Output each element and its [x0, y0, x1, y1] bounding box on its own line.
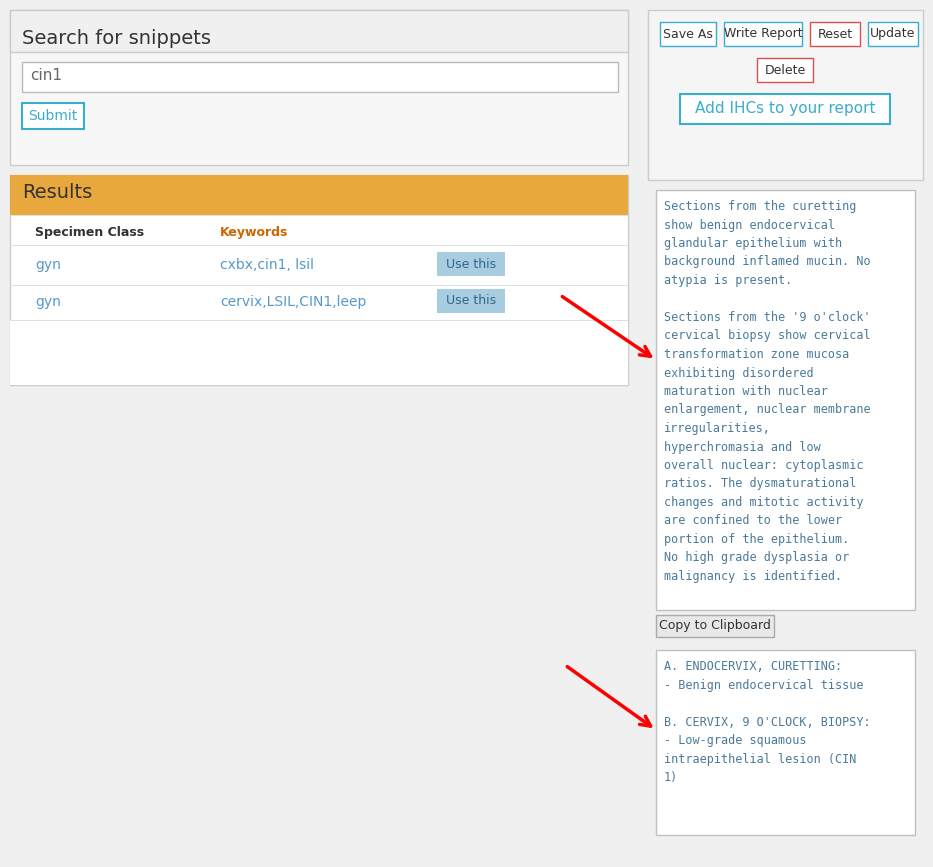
Text: hyperchromasia and low: hyperchromasia and low [664, 440, 821, 453]
Bar [437, 289, 505, 313]
Text: Save As: Save As [663, 28, 713, 41]
Bar [648, 10, 923, 180]
Text: Delete: Delete [764, 63, 805, 76]
Text: gyn: gyn [35, 258, 61, 272]
Text: cervix,LSIL,CIN1,leep: cervix,LSIL,CIN1,leep [220, 295, 367, 309]
Text: Write Report: Write Report [724, 28, 802, 41]
Text: changes and mitotic activity: changes and mitotic activity [664, 496, 864, 509]
Text: Add IHCs to your report: Add IHCs to your report [695, 101, 875, 116]
Bar [810, 22, 860, 46]
Text: Specimen Class: Specimen Class [35, 226, 144, 239]
Bar [10, 321, 628, 385]
Bar [10, 285, 628, 286]
Text: are confined to the lower: are confined to the lower [664, 514, 842, 527]
Text: maturation with nuclear: maturation with nuclear [664, 385, 828, 398]
Text: cxbx,cin1, lsil: cxbx,cin1, lsil [220, 258, 314, 272]
Bar [868, 22, 918, 46]
Text: Sections from the '9 o'clock': Sections from the '9 o'clock' [664, 311, 870, 324]
Bar [10, 245, 628, 246]
Text: enlargement, nuclear membrane: enlargement, nuclear membrane [664, 403, 870, 416]
Text: Keywords: Keywords [220, 226, 288, 239]
Text: background inflamed mucin. No: background inflamed mucin. No [664, 256, 870, 269]
Text: exhibiting disordered: exhibiting disordered [664, 367, 814, 380]
Text: intraepithelial lesion (CIN: intraepithelial lesion (CIN [664, 753, 856, 766]
Text: A. ENDOCERVIX, CURETTING:: A. ENDOCERVIX, CURETTING: [664, 660, 842, 673]
Bar [10, 175, 628, 385]
Text: Use this: Use this [446, 295, 496, 308]
Text: portion of the epithelium.: portion of the epithelium. [664, 533, 849, 546]
Text: Update: Update [870, 28, 915, 41]
Bar [656, 615, 774, 637]
Text: Sections from the curetting: Sections from the curetting [664, 200, 856, 213]
Bar [724, 22, 802, 46]
Text: - Low-grade squamous: - Low-grade squamous [664, 734, 806, 747]
Text: show benign endocervical: show benign endocervical [664, 218, 835, 231]
Bar [660, 22, 716, 46]
Text: No high grade dysplasia or: No high grade dysplasia or [664, 551, 849, 564]
Bar [437, 252, 505, 276]
Bar [10, 10, 628, 165]
Bar [10, 10, 628, 52]
Bar [10, 320, 628, 321]
Text: overall nuclear: cytoplasmic: overall nuclear: cytoplasmic [664, 459, 864, 472]
Bar [656, 190, 915, 610]
Text: malignancy is identified.: malignancy is identified. [664, 570, 842, 583]
Bar [656, 650, 915, 835]
Text: Results: Results [22, 184, 92, 203]
Text: Submit: Submit [28, 109, 77, 123]
Text: cin1: cin1 [30, 68, 62, 83]
Bar [22, 62, 618, 92]
Bar [10, 215, 628, 216]
Text: Search for snippets: Search for snippets [22, 29, 211, 48]
Text: - Benign endocervical tissue: - Benign endocervical tissue [664, 679, 864, 692]
Bar [648, 180, 923, 181]
Bar [10, 175, 628, 215]
Text: atypia is present.: atypia is present. [664, 274, 792, 287]
Text: ratios. The dysmaturational: ratios. The dysmaturational [664, 478, 856, 491]
Text: irregularities,: irregularities, [664, 422, 771, 435]
Text: Use this: Use this [446, 257, 496, 271]
Text: gyn: gyn [35, 295, 61, 309]
Text: B. CERVIX, 9 O'CLOCK, BIOPSY:: B. CERVIX, 9 O'CLOCK, BIOPSY: [664, 715, 870, 728]
Text: cervical biopsy show cervical: cervical biopsy show cervical [664, 329, 870, 342]
Bar [757, 58, 813, 82]
Text: Reset: Reset [817, 28, 853, 41]
Text: 1): 1) [664, 771, 678, 784]
Text: glandular epithelium with: glandular epithelium with [664, 237, 842, 250]
Text: Copy to Clipboard: Copy to Clipboard [659, 620, 771, 633]
Bar [22, 103, 84, 129]
Text: transformation zone mucosa: transformation zone mucosa [664, 348, 849, 361]
Bar [680, 94, 890, 124]
